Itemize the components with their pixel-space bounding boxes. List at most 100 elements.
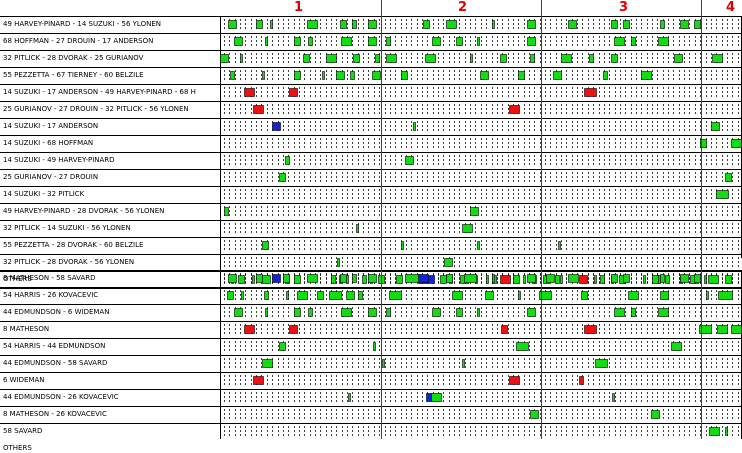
time-dots (224, 19, 739, 436)
shift-bar (350, 71, 355, 80)
shift-bar (307, 20, 318, 29)
shift-bar (241, 291, 244, 300)
shift-bar (725, 173, 732, 182)
shift-bar (643, 275, 646, 284)
dot-column (224, 36, 739, 46)
shift-bar (623, 20, 630, 29)
shift-chart (0, 0, 742, 439)
shift-bars (220, 20, 742, 436)
shift-bar (589, 54, 594, 63)
shift-bar (581, 291, 588, 300)
shift-bar (731, 139, 742, 148)
shift-bar (240, 54, 243, 63)
dot-column (224, 307, 739, 317)
dot-column (224, 155, 739, 165)
shift-bar (356, 224, 359, 233)
shift-bar (262, 71, 265, 80)
shift-bar (530, 410, 539, 419)
dot-column (224, 223, 739, 233)
shift-bar (386, 37, 391, 46)
shift-bar (546, 274, 555, 283)
shift-bar (485, 291, 494, 300)
dot-column (224, 240, 739, 250)
shift-bar (641, 71, 652, 80)
shift-bar (331, 275, 336, 284)
shift-bar (294, 275, 301, 284)
shift-bar (283, 274, 290, 283)
shift-bar (708, 275, 719, 284)
row-label: 6 WIDEMAN (3, 376, 45, 384)
shift-bar (594, 275, 597, 284)
dot-column (224, 206, 739, 216)
shift-bar (674, 54, 683, 63)
shift-bar (671, 342, 682, 351)
shift-bar (297, 291, 308, 300)
shift-bar (527, 37, 536, 46)
shift-bar (518, 291, 521, 300)
dot-column (224, 172, 739, 182)
dot-column (224, 409, 739, 419)
shift-bar (423, 20, 430, 29)
shift-bar (340, 274, 347, 283)
shift-bar (352, 20, 357, 29)
shift-bar (660, 274, 665, 283)
shift-bar (694, 20, 701, 29)
shift-bar (262, 275, 271, 284)
shift-bar (680, 274, 689, 283)
row-label: 49 HARVEY-PINARD - 14 SUZUKI - 56 YLONEN (3, 20, 161, 28)
shift-bar (623, 274, 630, 283)
shift-bar (289, 325, 298, 334)
shift-bar (700, 139, 707, 148)
shift-bar (279, 173, 286, 182)
shift-bar (348, 393, 351, 402)
shift-bar (262, 241, 269, 250)
shift-bar (389, 291, 402, 300)
shift-bar (568, 274, 579, 283)
shift-bar (614, 37, 625, 46)
shift-bar (658, 308, 669, 317)
shift-bar (527, 274, 536, 283)
shift-bar (405, 274, 420, 283)
shift-bar (501, 325, 508, 334)
shift-bar (470, 54, 473, 63)
shift-bar (227, 291, 234, 300)
row-label: 8 MATHESON (3, 325, 50, 333)
shift-bar (631, 308, 636, 317)
shift-bar (603, 71, 608, 80)
shift-bar (518, 71, 525, 80)
row-label: 49 HARVEY-PINARD - 28 DVORAK - 56 YLONEN (3, 207, 165, 215)
period-label-4: 4 (726, 0, 736, 15)
shift-bar (238, 275, 245, 284)
shift-bar (555, 275, 560, 284)
shift-bar (492, 274, 495, 283)
shift-bar (336, 71, 345, 80)
shift-bar (456, 37, 463, 46)
shift-bar (303, 54, 310, 63)
shift-bar (509, 105, 520, 114)
shift-bar (220, 54, 229, 63)
shift-bar (431, 393, 442, 402)
shift-bar (446, 274, 453, 283)
shift-bar (294, 37, 301, 46)
shift-bar (228, 274, 237, 283)
dot-column (224, 257, 739, 267)
row-label: 14 SUZUKI - 49 HARVEY-PINARD (3, 156, 115, 164)
period-lines (381, 0, 702, 439)
shift-bar (579, 275, 588, 284)
shift-bar (712, 54, 723, 63)
shift-bar (362, 275, 367, 284)
shift-bar (513, 275, 520, 284)
shift-bar (418, 274, 429, 283)
shift-bar (527, 20, 536, 29)
row-label: 55 PEZZETTA - 67 TIERNEY - 60 BELZILE (3, 71, 144, 79)
dot-column (224, 392, 739, 402)
dot-column (224, 375, 739, 385)
row-label: 68 HOFFMAN - 27 DROUIN - 17 ANDERSON (3, 37, 154, 45)
row-label: OTHERS (3, 275, 32, 283)
shift-bar (652, 275, 659, 284)
shift-bar (500, 54, 507, 63)
dot-column (224, 104, 739, 114)
shift-bar (595, 359, 608, 368)
shift-bar (530, 54, 535, 63)
shift-bar (285, 156, 290, 165)
